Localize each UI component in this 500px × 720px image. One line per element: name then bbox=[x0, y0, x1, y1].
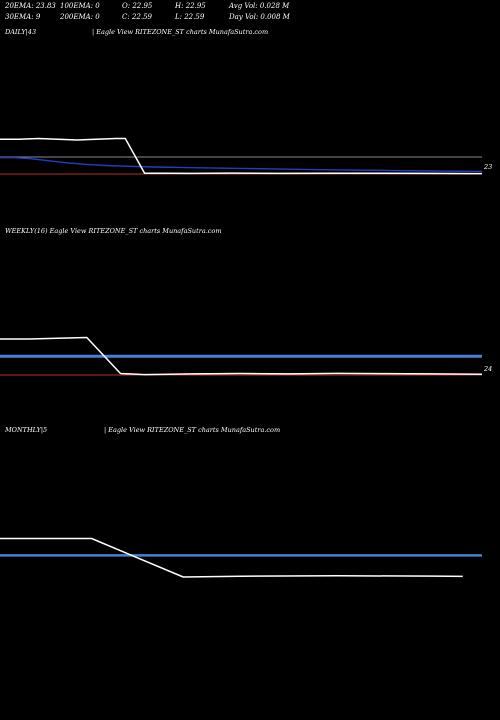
weekly-chart bbox=[0, 336, 483, 376]
stat-avg-vol: Avg Vol: 0.028 M bbox=[228, 2, 290, 10]
daily-panel-labels: DAILY|43 | Eagle View RITEZONE_ST charts… bbox=[4, 28, 268, 36]
price-line-0 bbox=[0, 336, 483, 376]
stat-ema100: 100EMA: 0 bbox=[60, 2, 100, 10]
monthly-caption: | Eagle View RITEZONE_ST charts MunafaSu… bbox=[104, 426, 280, 434]
stat-ema30: 30EMA: 9 bbox=[5, 13, 41, 21]
stat-close: C: 22.59 bbox=[122, 13, 153, 21]
stats-header: 20EMA: 23.83 100EMA: 0 O: 22.95 H: 22.95… bbox=[4, 2, 291, 21]
weekly-end-label: 24 bbox=[483, 365, 492, 373]
monthly-chart bbox=[0, 537, 482, 578]
price-line-0 bbox=[0, 537, 463, 578]
daily-chart bbox=[0, 137, 483, 175]
monthly-title: MONTHLY|5 bbox=[4, 426, 47, 434]
stat-day-vol: Day Vol: 0.008 M bbox=[228, 13, 291, 21]
stat-ema20: 20EMA: 23.83 bbox=[4, 2, 56, 10]
stat-high: H: 22.95 bbox=[174, 2, 206, 10]
monthly-panel-labels: MONTHLY|5 | Eagle View RITEZONE_ST chart… bbox=[4, 426, 280, 434]
stat-ema200: 200EMA: 0 bbox=[59, 13, 100, 21]
ema-line-1 bbox=[0, 156, 483, 173]
stat-open: O: 22.95 bbox=[122, 2, 153, 10]
price-line-0 bbox=[0, 137, 482, 175]
stat-low: L: 22.59 bbox=[174, 13, 205, 21]
daily-caption: | Eagle View RITEZONE_ST charts MunafaSu… bbox=[92, 28, 268, 36]
weekly-panel-labels: WEEKLY(16) Eagle View RITEZONE_ST charts… bbox=[5, 227, 221, 235]
daily-end-label: 23 bbox=[483, 163, 492, 171]
weekly-title: WEEKLY(16) Eagle View RITEZONE_ST charts… bbox=[5, 227, 221, 235]
daily-title: DAILY|43 bbox=[4, 28, 36, 36]
